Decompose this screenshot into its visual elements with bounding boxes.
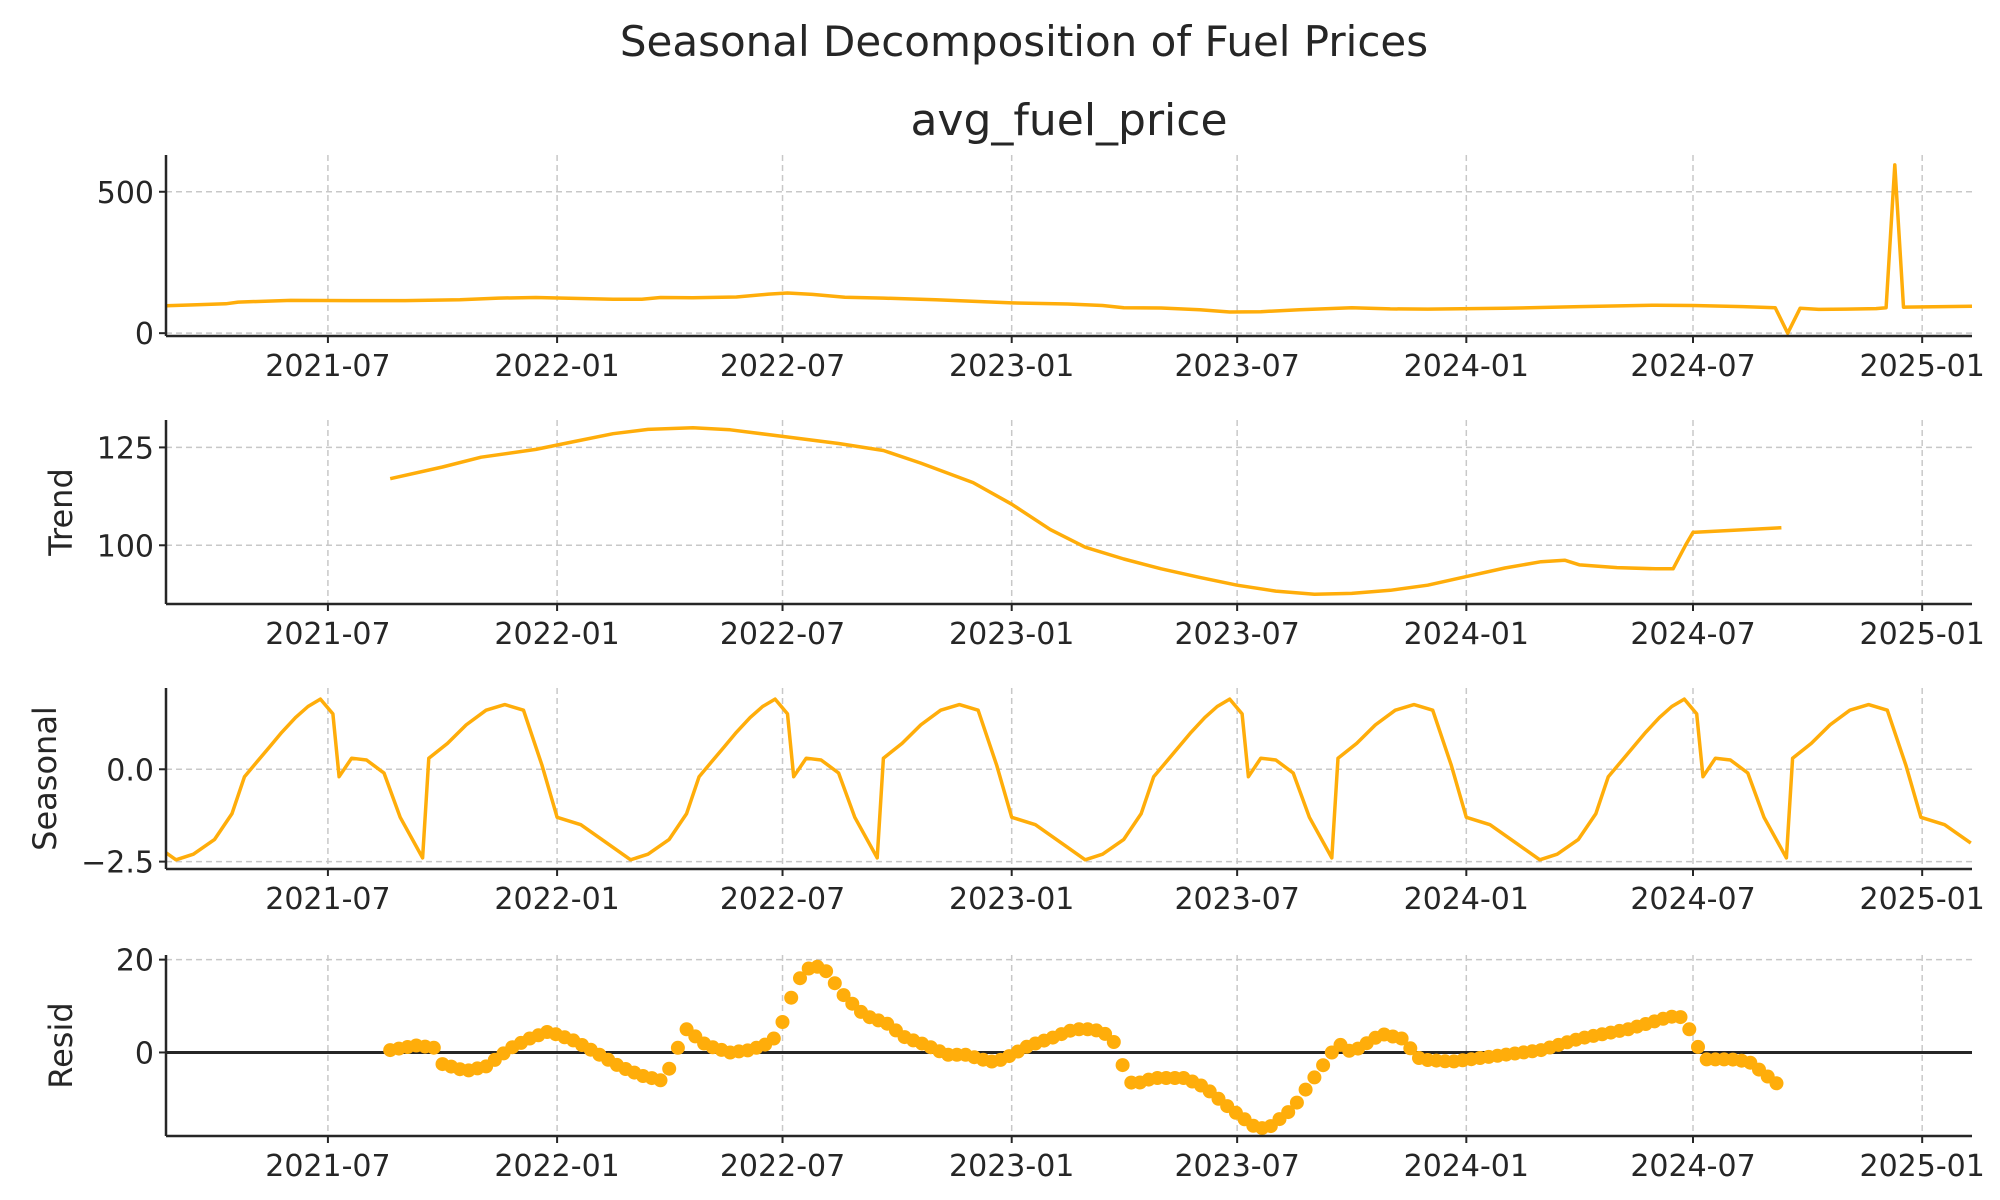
x-tick-label: 2024-07 [1630, 349, 1755, 384]
resid-point [662, 1061, 677, 1076]
resid-point [1115, 1058, 1130, 1073]
x-tick-label: 2022-07 [720, 617, 845, 652]
x-tick-label: 2022-01 [494, 1149, 619, 1184]
resid-point [1106, 1035, 1121, 1049]
panel-observed: 2021-07 2022-01 2022-07 2023-01 2023-07 2024-… [97, 95, 1985, 384]
resid-point [426, 1040, 441, 1055]
resid-point [836, 988, 851, 1003]
x-tick-label: 2023-01 [949, 1149, 1074, 1184]
resid-point [1307, 1070, 1322, 1085]
x-tick-label: 2024-01 [1404, 349, 1529, 384]
x-tick-label: 2023-07 [1174, 349, 1299, 384]
panel-seasonal: 2021-07 2022-01 2022-07 2023-01 2023-07 2024-… [26, 688, 1985, 917]
resid-point [1682, 1022, 1697, 1037]
resid-point [827, 976, 842, 991]
x-tick-label: 2022-07 [720, 882, 845, 917]
x-tick-label: 2023-01 [949, 617, 1074, 652]
resid-point [1769, 1076, 1784, 1091]
y-tick-label: 0 [135, 317, 154, 352]
x-tick-label: 2025-01 [1859, 1149, 1984, 1184]
resid-point [819, 964, 834, 979]
y-tick-label: 500 [97, 176, 154, 211]
x-tick-label: 2025-01 [1859, 349, 1984, 384]
x-tick-label: 2024-01 [1404, 617, 1529, 652]
x-tick-label: 2024-07 [1630, 882, 1755, 917]
x-tick-label: 2024-01 [1404, 1149, 1529, 1184]
resid-point [1298, 1082, 1313, 1097]
x-tick-label: 2023-07 [1174, 1149, 1299, 1184]
resid-point [845, 996, 860, 1011]
resid-point [1403, 1041, 1418, 1056]
x-tick-label: 2021-07 [265, 617, 390, 652]
x-tick-label: 2024-07 [1630, 617, 1755, 652]
y-axis-label: Seasonal [26, 706, 64, 851]
x-tick-label: 2021-07 [265, 1149, 390, 1184]
x-tick-label: 2025-01 [1859, 617, 1984, 652]
resid-point [784, 990, 799, 1005]
series-line [166, 697, 1972, 862]
x-tick-label: 2023-01 [949, 349, 1074, 384]
x-tick-label: 2024-07 [1630, 1149, 1755, 1184]
y-tick-label: 100 [97, 529, 154, 564]
y-tick-label: 20 [116, 944, 154, 979]
y-axis-label: Resid [42, 1002, 80, 1088]
resid-point [670, 1040, 685, 1055]
panel-trend: 2021-07 2022-01 2022-07 2023-01 2023-07 2024-… [42, 420, 1985, 652]
y-axis-label: Trend [42, 468, 80, 557]
series-line [166, 163, 1972, 335]
y-tick-label: 0 [135, 1036, 154, 1071]
resid-point [1394, 1031, 1409, 1046]
y-tick-label: 0.0 [106, 753, 154, 788]
x-tick-label: 2023-07 [1174, 882, 1299, 917]
x-tick-label: 2024-01 [1404, 882, 1529, 917]
panel-title: avg_fuel_price [910, 95, 1227, 146]
x-tick-label: 2023-07 [1174, 617, 1299, 652]
x-tick-label: 2023-01 [949, 882, 1074, 917]
x-tick-label: 2022-01 [494, 617, 619, 652]
x-tick-label: 2021-07 [265, 349, 390, 384]
y-tick-label: 125 [97, 431, 154, 466]
y-tick-label: −2.5 [81, 846, 154, 881]
resid-point [1316, 1058, 1331, 1073]
x-tick-label: 2022-07 [720, 1149, 845, 1184]
resid-point [1281, 1105, 1296, 1120]
series-line [389, 426, 1782, 596]
resid-point [1673, 1010, 1688, 1025]
x-tick-label: 2022-01 [494, 349, 619, 384]
resid-point [793, 971, 807, 986]
x-tick-label: 2025-01 [1859, 882, 1984, 917]
resid-point [775, 1015, 790, 1029]
x-tick-label: 2022-01 [494, 882, 619, 917]
resid-point [1691, 1039, 1705, 1054]
resid-point [653, 1073, 668, 1088]
panel-resid: 2021-07 2022-01 2022-07 2023-01 2023-07 2024-… [42, 944, 1985, 1184]
x-tick-label: 2022-07 [720, 349, 845, 384]
resid-point [1289, 1095, 1304, 1110]
x-tick-label: 2021-07 [265, 882, 390, 917]
figure-suptitle: Seasonal Decomposition of Fuel Prices [620, 17, 1428, 66]
resid-point [766, 1031, 781, 1046]
